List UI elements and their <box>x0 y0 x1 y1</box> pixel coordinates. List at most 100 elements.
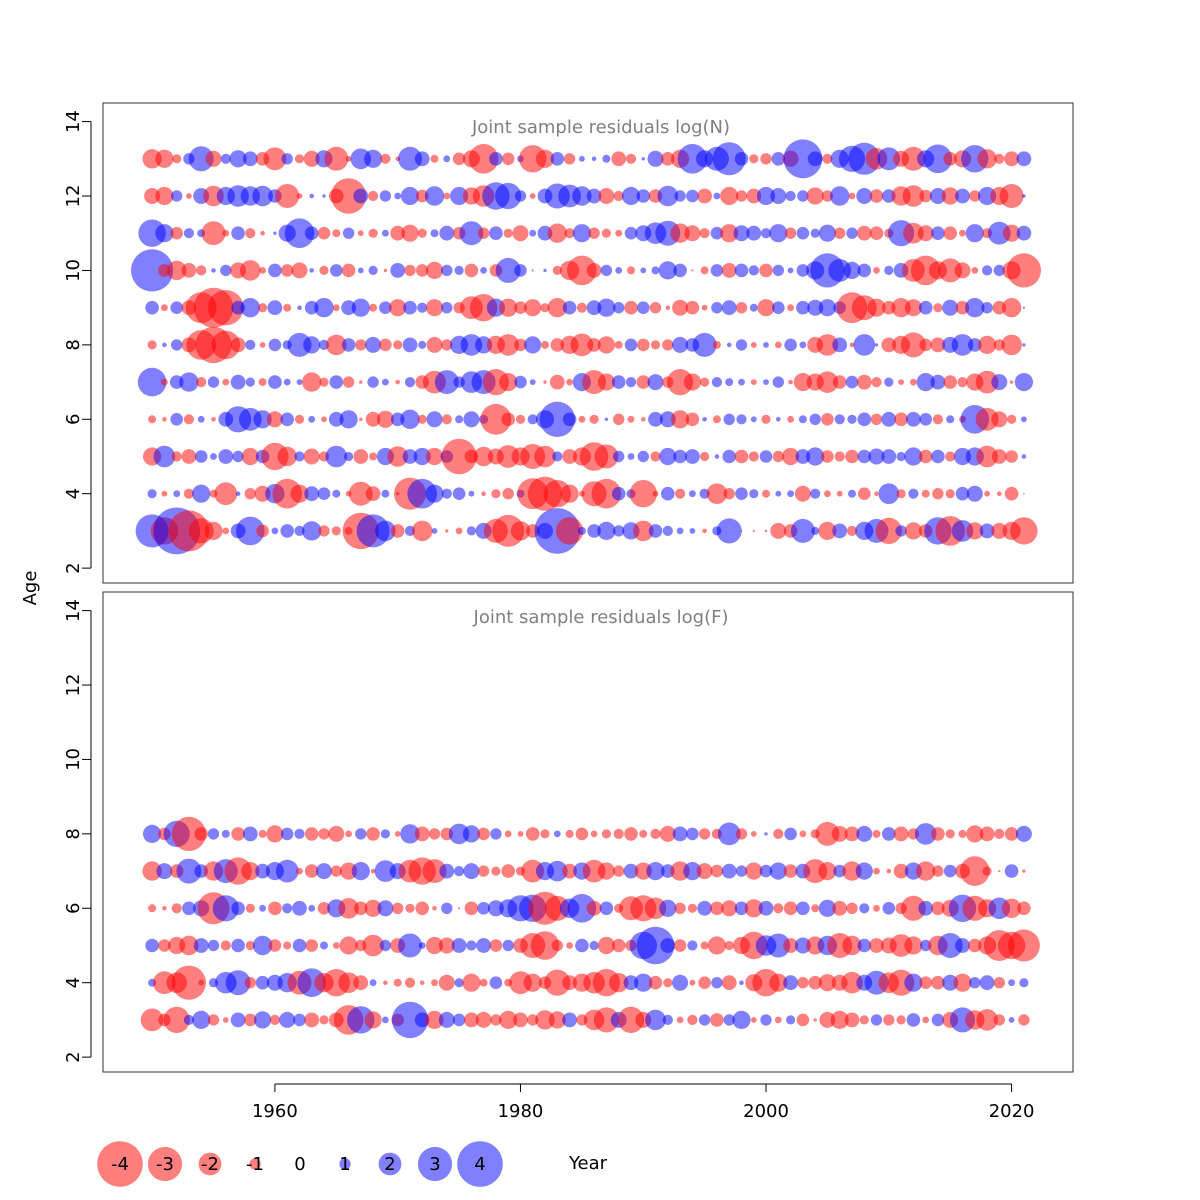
residual-bubble <box>353 188 369 204</box>
residual-bubble <box>162 906 167 911</box>
residual-bubble <box>624 827 638 841</box>
residual-bubble <box>375 520 396 542</box>
residual-bubble <box>344 451 354 462</box>
residual-bubble <box>824 490 831 498</box>
residual-bubble <box>541 340 549 349</box>
residual-bubble <box>148 415 157 424</box>
residual-bubble <box>392 902 404 914</box>
residual-bubble <box>489 976 503 989</box>
residual-bubble <box>734 263 749 278</box>
residual-bubble <box>404 377 416 388</box>
panel-logF: Joint sample residuals log(F) 2 4 6 8 10 12 14 <box>63 591 1074 1073</box>
residual-bubble <box>479 978 488 987</box>
residual-bubble <box>651 266 660 275</box>
residual-bubble <box>547 298 567 318</box>
residual-bubble <box>587 338 601 352</box>
residual-bubble <box>646 862 665 881</box>
residual-bubble <box>531 269 534 272</box>
residual-bubble <box>647 374 664 391</box>
residual-bubble <box>400 186 420 206</box>
residual-bubble <box>380 153 391 164</box>
residual-bubble <box>280 827 294 841</box>
residual-bubble <box>756 186 776 206</box>
residual-bubble <box>714 454 720 459</box>
residual-bubble <box>468 490 475 497</box>
residual-bubble <box>245 339 256 350</box>
residual-bubble <box>394 192 402 200</box>
residual-bubble <box>393 340 403 350</box>
residual-bubble <box>978 335 997 354</box>
residual-bubble <box>832 900 848 916</box>
residual-bubble <box>689 528 696 534</box>
residual-bubble <box>252 935 273 956</box>
residual-bubble <box>617 1006 645 1033</box>
residual-bubble <box>702 528 707 534</box>
residual-bubble <box>813 1018 817 1022</box>
residual-bubble <box>857 412 872 427</box>
residual-bubble <box>968 938 982 953</box>
residual-bubble <box>462 825 480 843</box>
residual-bubble <box>253 410 272 429</box>
residual-bubble <box>627 415 635 423</box>
residual-bubble <box>222 229 230 237</box>
residual-bubble <box>710 1013 724 1027</box>
residual-bubble <box>547 223 567 243</box>
residual-bubble <box>994 153 1005 164</box>
residual-bubble <box>904 447 923 466</box>
residual-bubble <box>387 446 409 467</box>
residual-bubble <box>906 1013 921 1027</box>
residual-bubble <box>324 146 349 171</box>
residual-bubble <box>662 1014 673 1025</box>
residual-bubble <box>808 975 822 990</box>
residual-bubble <box>752 529 755 533</box>
residual-bubble <box>394 831 401 837</box>
residual-bubble <box>273 231 277 235</box>
residual-bubble <box>667 369 694 396</box>
residual-bubble <box>240 260 261 281</box>
panel-frame-logN <box>102 102 1074 584</box>
residual-bubble <box>480 267 487 274</box>
residual-bubble <box>845 375 859 389</box>
residual-bubble <box>477 227 490 239</box>
residual-bubble <box>594 444 619 469</box>
residual-bubble <box>188 146 214 172</box>
residual-bubble <box>441 414 452 425</box>
residual-bubble <box>598 188 615 204</box>
residual-bubble <box>609 973 629 993</box>
y-tick-label: 4 <box>63 977 84 988</box>
residual-bubble <box>884 265 894 275</box>
residual-bubble <box>194 827 208 841</box>
residual-bubble <box>523 973 542 992</box>
residual-bubble <box>425 484 444 503</box>
residual-bubble <box>689 979 696 986</box>
residual-bubble <box>258 829 267 838</box>
y-tick-label: 14 <box>63 110 84 133</box>
residual-bubble <box>930 337 946 353</box>
residual-bubble <box>811 904 820 913</box>
residual-bubble <box>971 267 979 274</box>
residual-bubble <box>162 417 167 422</box>
residual-bubble <box>818 899 837 917</box>
residual-bubble <box>746 188 762 204</box>
residual-bubble <box>641 417 646 422</box>
residual-bubble <box>710 226 724 240</box>
residual-bubble <box>404 264 416 277</box>
residual-bubble <box>476 938 491 953</box>
residual-bubble <box>424 186 445 206</box>
residual-bubble <box>425 447 444 466</box>
x-tick-label: 1960 <box>252 1101 298 1122</box>
residual-bubble <box>749 303 758 312</box>
residual-bubble <box>923 144 953 174</box>
residual-bubble <box>263 147 287 171</box>
residual-bubble <box>796 300 810 315</box>
residual-bubble <box>530 931 560 960</box>
residual-bubble <box>462 973 481 992</box>
residual-bubble <box>662 339 674 351</box>
residual-bubble <box>1004 827 1019 841</box>
residual-bubble <box>515 414 526 424</box>
residual-bubble <box>400 824 420 844</box>
residual-bubble <box>283 378 291 386</box>
residual-bubble <box>499 298 518 317</box>
residual-bubble <box>987 221 1011 245</box>
